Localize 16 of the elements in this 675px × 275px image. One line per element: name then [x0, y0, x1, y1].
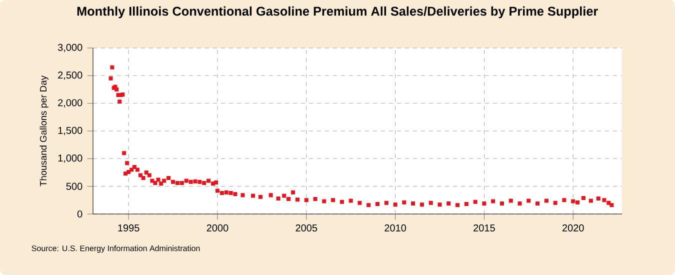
y-tick-label: 3,000 [58, 44, 82, 52]
y-tick-label: 500 [66, 182, 82, 190]
x-tick-label: 2015 [474, 224, 495, 232]
y-axis-title: Thousand Gallons per Day [40, 76, 48, 186]
y-tick-label: 0 [77, 210, 82, 218]
chart-title: Monthly Illinois Conventional Gasoline Premium All Sales/Deliveries by Prime Supplier [77, 6, 598, 18]
x-tick-label: 2020 [562, 224, 584, 232]
y-tick-label: 1,000 [58, 154, 82, 163]
x-tick-label: 2005 [296, 224, 318, 232]
x-tick-label: 1995 [118, 224, 140, 232]
source-note: Source: U.S. Energy Information Administration [32, 245, 200, 253]
x-tick-label: 2000 [206, 224, 228, 232]
x-tick-label: 2010 [384, 224, 406, 232]
y-tick-label: 1,500 [58, 126, 82, 136]
y-tick-label: 2,500 [58, 72, 82, 80]
y-tick-label: 2,000 [58, 99, 82, 108]
